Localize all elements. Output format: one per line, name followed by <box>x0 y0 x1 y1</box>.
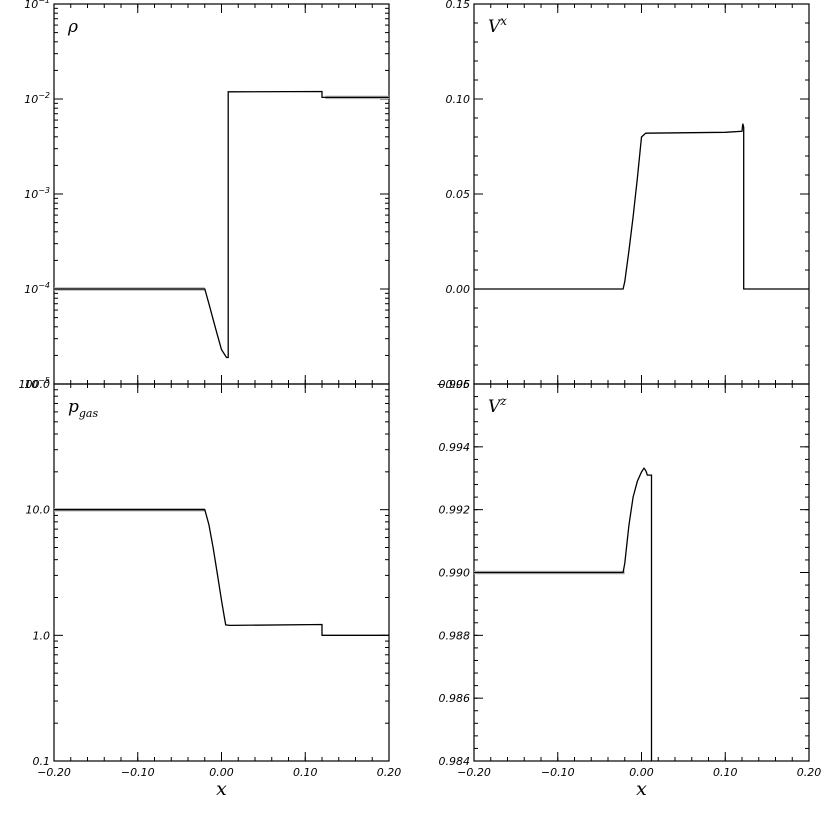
y-tick-label: 10.0 <box>26 504 51 517</box>
x-axis-labels: −0.20 −0.10 0.00 0.10 0.20 x −0.20 −0.10 0.00 0.1… <box>37 766 821 800</box>
x-tick-label: 0.20 <box>797 766 822 779</box>
numerical-solution-line <box>54 509 389 636</box>
panel-label-base: V <box>488 397 502 417</box>
panel-label-vz: Vz <box>488 394 507 417</box>
numerical-solution-line <box>54 90 389 359</box>
panel-label-superscript: x <box>500 14 507 28</box>
y-tick-label: 1.0 <box>33 629 51 642</box>
y-tick-label: 0.996 <box>439 378 471 391</box>
y-tick-exponent: −4 <box>38 281 50 290</box>
panel-pressure: 100.0 10.0 1.0 0.1 pgas <box>19 378 390 768</box>
x-tick-label: −0.10 <box>121 766 155 779</box>
x-tick-label: 0.10 <box>293 766 318 779</box>
panel-label-base: V <box>488 17 502 37</box>
x-axis-title: x <box>636 778 647 800</box>
y-tick-label: 10−4 <box>24 281 50 296</box>
y-tick-label: 0.988 <box>439 629 471 642</box>
y-tick-label: 0.00 <box>446 283 471 296</box>
y-tick-label: 0.984 <box>439 755 471 768</box>
x-tick-label: 0.00 <box>209 766 234 779</box>
panel-vx: −0.05 0.00 0.05 0.10 0.15 Vx <box>436 0 810 391</box>
x-tick-label: −0.10 <box>541 766 575 779</box>
x-tick-label: −0.20 <box>457 766 491 779</box>
panel-label-density: ρ <box>67 17 78 37</box>
y-tick-label: 100.0 <box>19 378 51 391</box>
panel-label-subscript: gas <box>79 407 99 420</box>
y-tick-label: 0.994 <box>439 441 471 454</box>
panel-label-pressure: pgas <box>68 397 98 420</box>
x-tick-label: 0.20 <box>377 766 402 779</box>
y-tick-label: 0.990 <box>439 567 471 580</box>
panel-label-superscript: z <box>499 394 507 408</box>
y-tick-mantissa: 10 <box>24 283 38 296</box>
y-tick-mantissa: 10 <box>24 93 38 106</box>
y-tick-mantissa: 10 <box>24 378 38 391</box>
y-tick-label: 10−5 <box>24 376 50 391</box>
plot-frame-pressure <box>53 383 390 762</box>
y-tick-label: 0.986 <box>439 692 471 705</box>
y-tick-exponent: −5 <box>38 376 50 385</box>
panel-label-base: ρ <box>67 17 78 37</box>
x-tick-label: 0.00 <box>629 766 654 779</box>
panel-density: 10−110−210−310−410−5ρ <box>24 0 390 391</box>
y-tick-label: 0.15 <box>446 0 471 11</box>
panel-label-vx: Vx <box>488 14 507 37</box>
panel-vz: 0.984 0.986 0.988 0.990 0.992 0.994 0.996 Vz <box>439 378 810 768</box>
y-tick-label: 0.05 <box>446 188 471 201</box>
y-tick-label: 10−1 <box>24 0 50 11</box>
plot-frame-density <box>53 3 390 385</box>
y-tick-exponent: −2 <box>38 91 50 100</box>
y-tick-label: 0.992 <box>439 504 471 517</box>
y-tick-label: 0.1 <box>33 755 51 768</box>
x-tick-label: 0.10 <box>713 766 738 779</box>
y-tick-exponent: −1 <box>38 0 50 5</box>
x-axis-title: x <box>216 778 227 800</box>
plot-frame-vx <box>473 3 810 385</box>
y-tick-label: 0.10 <box>446 93 471 106</box>
x-tick-label: −0.20 <box>37 766 71 779</box>
panel-label-base: p <box>68 397 79 417</box>
y-tick-label: 10−2 <box>24 91 50 106</box>
y-tick-label: 10−3 <box>24 186 50 201</box>
numerical-solution-line <box>474 467 653 761</box>
y-tick-label: −0.05 <box>436 378 470 391</box>
y-tick-mantissa: 10 <box>24 0 38 11</box>
numerical-solution-line <box>474 123 809 290</box>
y-tick-exponent: −3 <box>38 186 50 195</box>
y-tick-mantissa: 10 <box>24 188 38 201</box>
